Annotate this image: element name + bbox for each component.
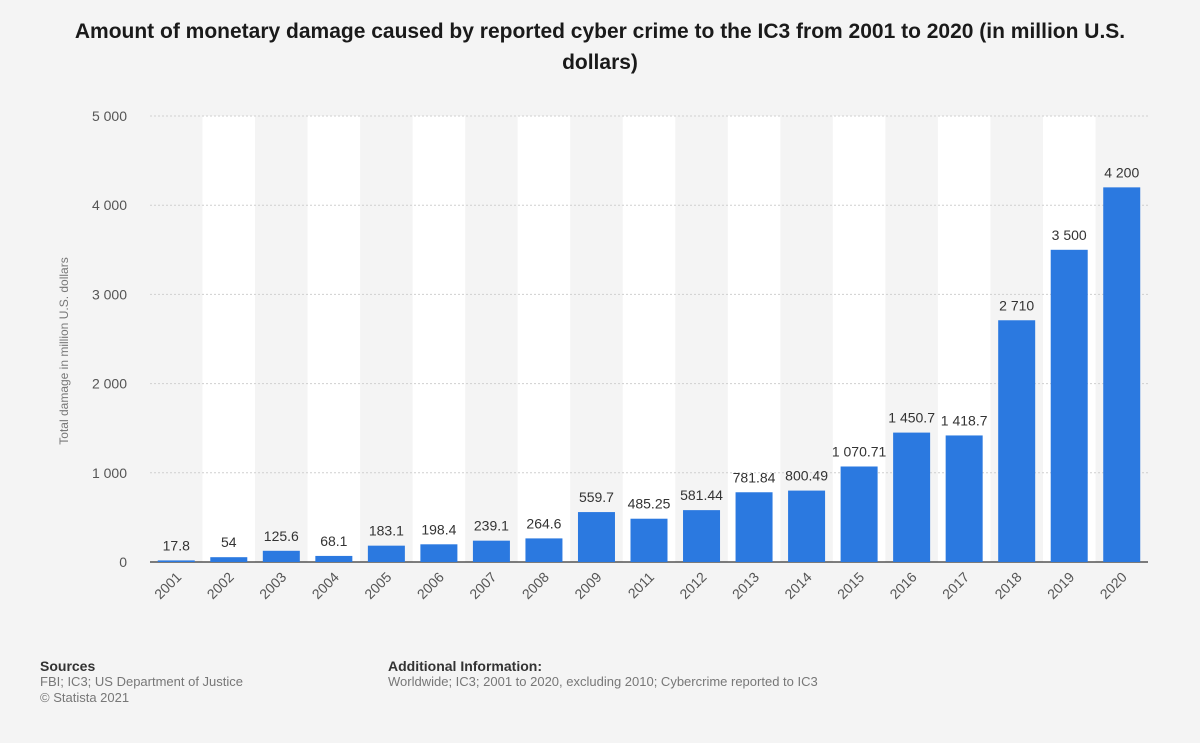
y-tick-label: 4 000 [92, 197, 127, 213]
bar [420, 544, 458, 562]
bar [683, 510, 721, 562]
additional-info-block: Additional Information: Worldwide; IC3; … [388, 658, 818, 690]
data-label: 264.6 [526, 515, 561, 531]
bar [893, 432, 931, 562]
data-label: 239.1 [474, 518, 509, 534]
x-tick-label: 2001 [151, 569, 184, 602]
data-label: 485.25 [628, 496, 671, 512]
data-label: 2 710 [999, 297, 1034, 313]
bar [525, 538, 563, 562]
y-tick-label: 1 000 [92, 465, 127, 481]
data-label: 125.6 [264, 528, 299, 544]
copyright-text: © Statista 2021 [40, 690, 130, 705]
x-tick-label: 2019 [1044, 569, 1077, 602]
bar-chart: 0 1 000 2 000 3 000 4 000 5 000 Total damage i… [57, 108, 1148, 602]
data-label: 800.49 [785, 468, 828, 484]
x-tick-label: 2015 [834, 569, 867, 602]
column-band [517, 116, 571, 562]
data-label: 183.1 [369, 523, 404, 539]
x-tick-label: 2013 [729, 569, 762, 602]
data-label: 4 200 [1104, 164, 1139, 180]
bar [998, 320, 1036, 562]
column-band [307, 116, 361, 562]
x-tick-label: 2020 [1097, 569, 1130, 602]
data-label: 781.84 [733, 469, 776, 485]
data-label: 1 070.71 [832, 443, 887, 459]
x-tick-label: 2005 [361, 569, 394, 602]
x-tick-label: 2008 [519, 569, 552, 602]
y-axis-label: Total damage in million U.S. dollars [57, 257, 71, 444]
chart-title: Amount of monetary damage caused by repo… [74, 20, 1126, 74]
column-band [202, 116, 256, 562]
x-tick-label: 2018 [991, 569, 1024, 602]
data-label: 1 450.7 [888, 410, 935, 426]
x-tick-label: 2009 [571, 569, 604, 602]
data-label: 198.4 [421, 521, 456, 537]
x-tick-label: 2014 [781, 569, 814, 602]
column-band [622, 116, 676, 562]
x-tick-label: 2017 [939, 569, 972, 602]
x-tick-label: 2011 [625, 569, 658, 602]
bar [577, 512, 615, 562]
bar [788, 490, 826, 562]
data-label: 559.7 [579, 489, 614, 505]
bar [735, 492, 773, 562]
data-label: 1 418.7 [941, 412, 988, 428]
bar [840, 466, 878, 562]
bar [262, 550, 300, 562]
x-tick-label: 2007 [466, 569, 499, 602]
column-band [412, 116, 466, 562]
bar [472, 540, 510, 562]
x-tick-label: 2012 [676, 569, 709, 602]
sources-block: Sources FBI; IC3; US Department of Justi… [40, 658, 243, 706]
sources-heading: Sources [40, 658, 96, 674]
bar [1050, 249, 1088, 563]
data-label: 3 500 [1052, 227, 1087, 243]
x-tick-label: 2006 [414, 569, 447, 602]
sources-text: FBI; IC3; US Department of Justice [40, 674, 244, 689]
bar [210, 557, 248, 562]
x-tick-label: 2002 [204, 569, 237, 602]
data-label: 17.8 [163, 537, 190, 553]
x-tick-label: 2003 [256, 569, 289, 602]
bar [1103, 187, 1141, 563]
x-tick-label: 2004 [309, 569, 342, 602]
bar [157, 560, 195, 562]
y-tick-label: 5 000 [92, 108, 127, 124]
data-label: 54 [221, 534, 237, 550]
data-label: 68.1 [320, 533, 347, 549]
additional-info-text: Worldwide; IC3; 2001 to 2020, excluding … [388, 674, 818, 689]
column-band [727, 116, 781, 562]
bar [315, 555, 353, 562]
y-tick-label: 0 [119, 554, 127, 570]
x-tick-label: 2016 [886, 569, 919, 602]
y-tick-label: 3 000 [92, 286, 127, 302]
y-tick-label: 2 000 [92, 376, 127, 392]
bar [630, 518, 668, 562]
additional-info-heading: Additional Information: [388, 658, 542, 674]
bar [945, 435, 983, 562]
bar [367, 545, 405, 562]
data-label: 581.44 [680, 487, 723, 503]
